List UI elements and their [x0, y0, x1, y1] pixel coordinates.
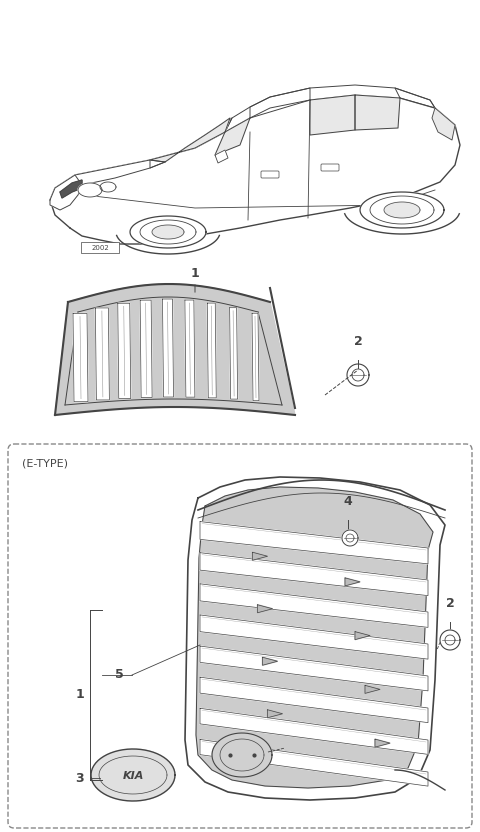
Polygon shape: [347, 364, 369, 386]
Polygon shape: [200, 584, 428, 627]
Polygon shape: [65, 160, 165, 192]
Polygon shape: [215, 118, 250, 155]
Polygon shape: [185, 300, 195, 397]
Polygon shape: [91, 749, 175, 801]
Polygon shape: [196, 487, 433, 788]
Text: 2: 2: [445, 597, 455, 610]
Polygon shape: [200, 646, 428, 691]
Text: 3: 3: [75, 771, 84, 785]
Polygon shape: [150, 118, 232, 168]
Polygon shape: [130, 216, 206, 248]
Text: 2002: 2002: [91, 245, 109, 251]
Polygon shape: [375, 739, 390, 747]
Polygon shape: [355, 631, 370, 640]
Polygon shape: [200, 708, 428, 755]
FancyBboxPatch shape: [81, 242, 119, 253]
Polygon shape: [200, 552, 428, 596]
Polygon shape: [263, 657, 277, 666]
Text: 1: 1: [191, 267, 199, 280]
Text: 2: 2: [354, 335, 362, 348]
Text: KIA: KIA: [122, 771, 144, 781]
Polygon shape: [200, 740, 428, 786]
Polygon shape: [345, 578, 360, 586]
Polygon shape: [96, 308, 109, 400]
Polygon shape: [118, 303, 131, 399]
Polygon shape: [215, 150, 228, 163]
Polygon shape: [73, 314, 88, 402]
Polygon shape: [152, 225, 184, 239]
Polygon shape: [440, 630, 460, 650]
Polygon shape: [185, 477, 445, 800]
Polygon shape: [365, 686, 380, 693]
Polygon shape: [267, 710, 283, 718]
Polygon shape: [163, 299, 173, 397]
Polygon shape: [78, 183, 102, 197]
Polygon shape: [50, 175, 82, 210]
Polygon shape: [432, 108, 455, 140]
Polygon shape: [140, 300, 152, 398]
Polygon shape: [252, 552, 267, 560]
Polygon shape: [150, 118, 230, 162]
Polygon shape: [342, 530, 358, 546]
Polygon shape: [212, 733, 272, 777]
Polygon shape: [50, 95, 460, 244]
Polygon shape: [225, 85, 435, 132]
Polygon shape: [252, 313, 259, 401]
Polygon shape: [250, 88, 310, 118]
Polygon shape: [384, 202, 420, 218]
Text: 5: 5: [115, 668, 124, 681]
Polygon shape: [200, 615, 428, 659]
Polygon shape: [395, 88, 435, 108]
Polygon shape: [207, 303, 216, 398]
Polygon shape: [310, 95, 355, 135]
Text: 4: 4: [344, 495, 352, 508]
FancyBboxPatch shape: [8, 444, 472, 828]
Polygon shape: [100, 182, 116, 192]
Polygon shape: [355, 95, 400, 130]
Text: 1: 1: [75, 689, 84, 701]
Polygon shape: [360, 192, 444, 228]
Polygon shape: [257, 605, 273, 612]
Polygon shape: [200, 522, 428, 564]
Text: (E-TYPE): (E-TYPE): [22, 458, 68, 468]
Polygon shape: [55, 284, 295, 415]
Polygon shape: [229, 308, 238, 399]
Polygon shape: [60, 180, 82, 198]
FancyBboxPatch shape: [261, 171, 279, 178]
Polygon shape: [200, 677, 428, 723]
FancyBboxPatch shape: [321, 164, 339, 171]
